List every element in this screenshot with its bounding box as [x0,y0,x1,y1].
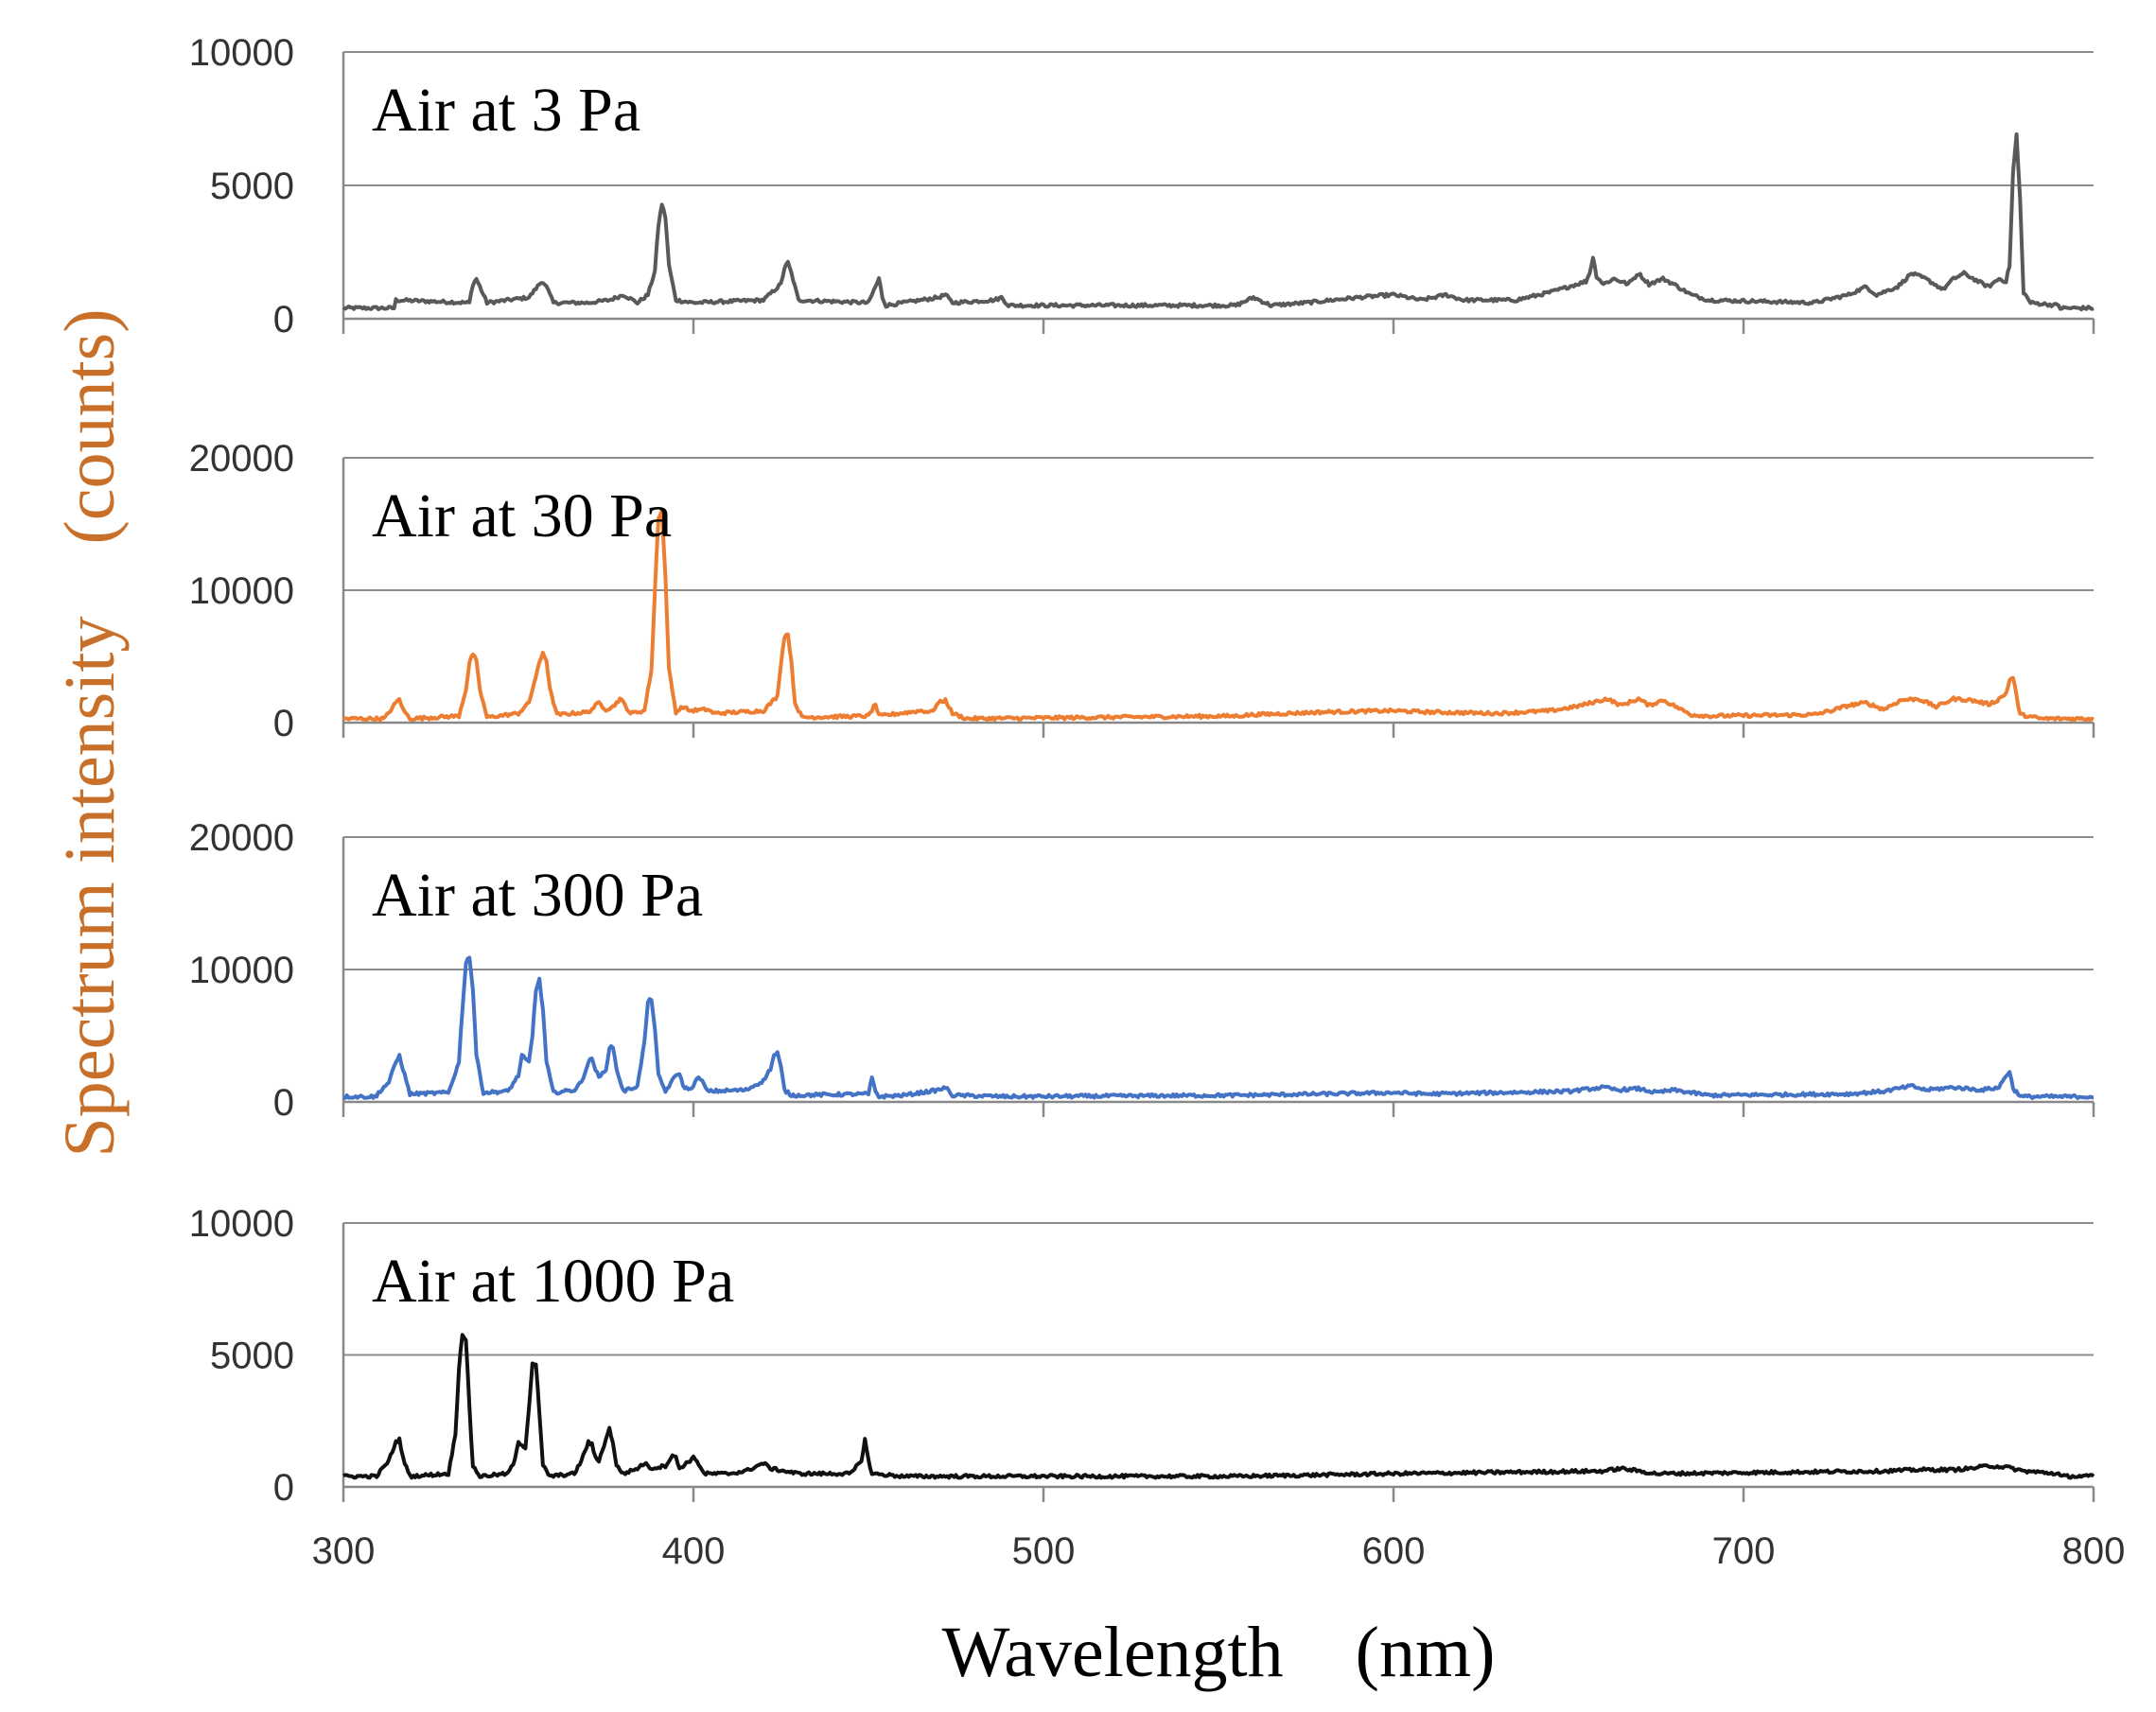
x-tick-label: 700 [1712,1530,1776,1572]
y-tick-label: 20000 [189,438,294,480]
x-tick-label: 800 [2062,1530,2126,1572]
y-tick-label: 0 [273,299,294,341]
spectra-figure: 0500010000Air at 3 Pa01000020000Air at 3… [0,0,2156,1712]
y-tick-label: 10000 [189,32,294,74]
x-tick-label: 500 [1012,1530,1076,1572]
spectrum-line [343,134,2094,309]
spectrum-line [343,1335,2094,1477]
x-axis-title: Wavelength (nm) [942,1613,1496,1692]
spectrum-panel: 0 10000 20000 Air at 30 Pa [189,438,2094,744]
x-tick-label: 400 [662,1530,726,1572]
y-tick-label: 10000 [189,570,294,612]
spectrum-panel: 0 5000 10000 Air at 1000 Pa [189,1203,2094,1509]
x-tick-label: 300 [312,1530,376,1572]
spectrum-panel: 0 5000 10000 Air at 3 Pa [189,32,2094,341]
y-tick-label: 0 [273,703,294,744]
y-tick-label: 5000 [210,166,294,207]
y-tick-label: 10000 [189,950,294,991]
x-tick-label: 600 [1362,1530,1426,1572]
y-tick-label: 10000 [189,1203,294,1245]
y-tick-label: 5000 [210,1336,294,1377]
y-tick-label: 20000 [189,817,294,859]
y-axis-title: Spectrum intensity (counts) [50,308,130,1157]
panel-title: Air at 30 Pa [372,481,672,550]
spectra-panels: 0 5000 10000 Air at 3 Pa 0 10000 20000 Air at 3… [189,32,2094,1509]
panel-title: Air at 3 Pa [372,76,640,145]
x-axis-ticks: 300 400 500 600 700 800 [312,1530,2126,1572]
spectrum-panel: 0 10000 20000 Air at 300 Pa [189,817,2094,1124]
panel-title: Air at 300 Pa [372,861,703,930]
spectrum-line [343,958,2094,1099]
y-tick-label: 0 [273,1082,294,1124]
panel-title: Air at 1000 Pa [372,1247,734,1316]
y-tick-label: 0 [273,1467,294,1509]
